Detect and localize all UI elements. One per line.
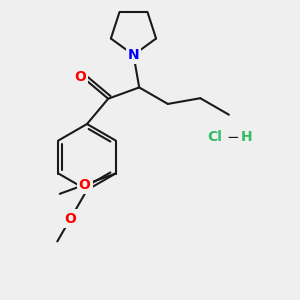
Text: H: H [241, 130, 253, 144]
Text: −: − [226, 130, 239, 145]
Text: O: O [74, 70, 86, 83]
Text: O: O [64, 212, 76, 226]
Text: N: N [128, 48, 139, 62]
Text: Cl: Cl [208, 130, 222, 144]
Text: O: O [79, 178, 91, 192]
